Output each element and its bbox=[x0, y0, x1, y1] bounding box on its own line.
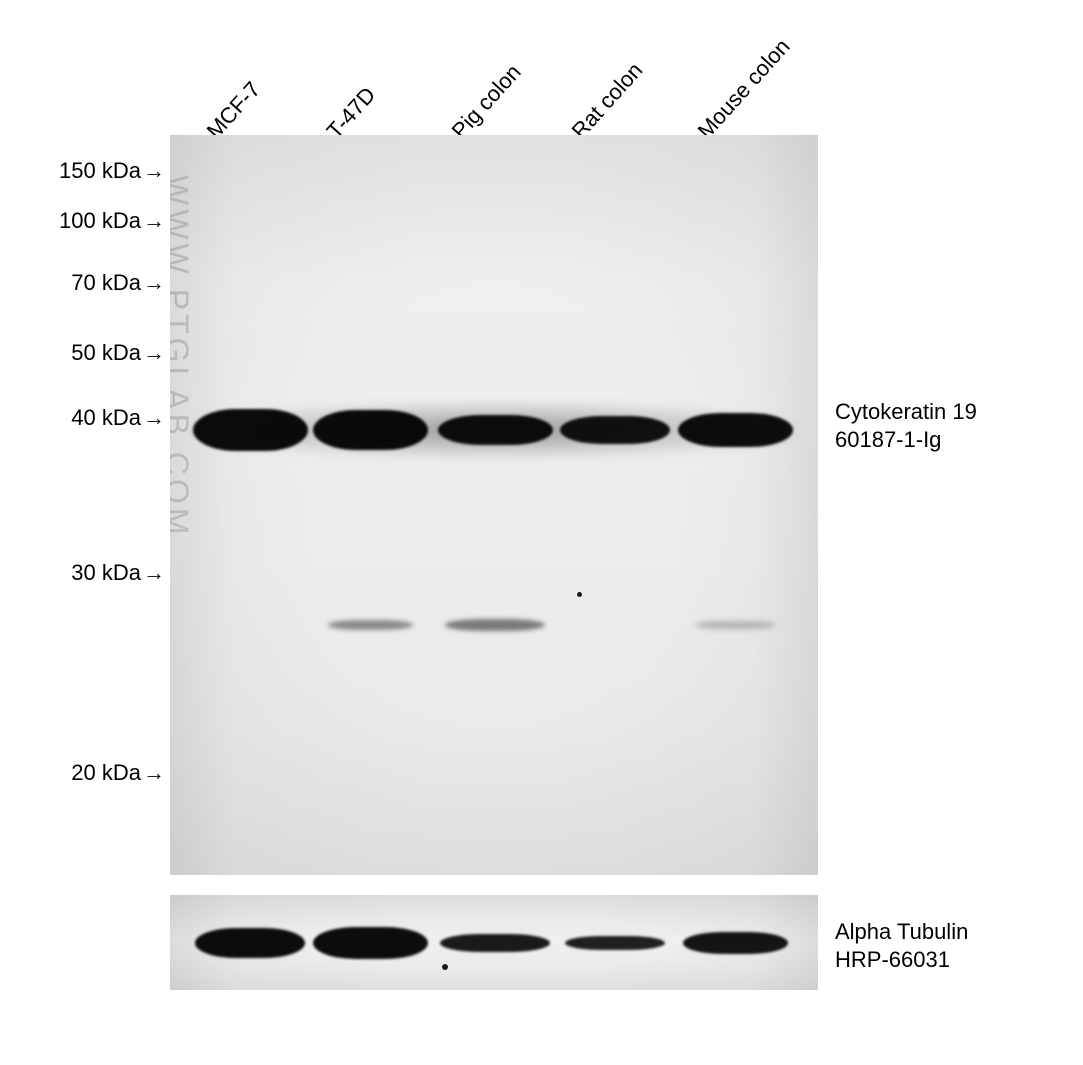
antibody-name: Alpha Tubulin bbox=[835, 918, 968, 946]
ck19-band bbox=[313, 410, 428, 450]
speck-artifact bbox=[577, 592, 582, 597]
main-antibody-label: Cytokeratin 19 60187-1-Ig bbox=[835, 398, 977, 453]
arrow-right-icon: → bbox=[143, 340, 165, 366]
mw-label: 70 kDa bbox=[71, 270, 141, 296]
faint-band bbox=[445, 619, 545, 631]
speck-artifact bbox=[442, 964, 448, 970]
lane-label: Rat colon bbox=[567, 58, 649, 144]
antibody-name: Cytokeratin 19 bbox=[835, 398, 977, 426]
catalog-number: 60187-1-Ig bbox=[835, 426, 977, 454]
panel-texture bbox=[170, 135, 818, 875]
main-blot-panel: WWW.PTGLAB.COM bbox=[170, 135, 818, 875]
lane-label: MCF-7 bbox=[202, 77, 266, 144]
lane-label: Mouse colon bbox=[693, 34, 796, 144]
arrow-right-icon: → bbox=[143, 270, 165, 296]
loading-antibody-label: Alpha Tubulin HRP-66031 bbox=[835, 918, 968, 973]
faint-band bbox=[695, 621, 775, 629]
arrow-right-icon: → bbox=[143, 760, 165, 786]
ck19-band bbox=[560, 416, 670, 444]
tubulin-band bbox=[440, 934, 550, 952]
catalog-number: HRP-66031 bbox=[835, 946, 968, 974]
tubulin-band bbox=[565, 936, 665, 950]
arrow-right-icon: → bbox=[143, 405, 165, 431]
arrow-right-icon: → bbox=[143, 158, 165, 184]
mw-label: 150 kDa bbox=[59, 158, 141, 184]
lane-labels-row: MCF-7 T-47D Pig colon Rat colon Mouse co… bbox=[0, 0, 1083, 140]
mw-label: 50 kDa bbox=[71, 340, 141, 366]
mw-label: 40 kDa bbox=[71, 405, 141, 431]
tubulin-band bbox=[683, 932, 788, 954]
ck19-band bbox=[678, 413, 793, 447]
ck19-band bbox=[438, 415, 553, 445]
ck19-band bbox=[193, 409, 308, 451]
tubulin-band bbox=[195, 928, 305, 958]
arrow-right-icon: → bbox=[143, 560, 165, 586]
mw-label: 30 kDa bbox=[71, 560, 141, 586]
loading-control-panel bbox=[170, 895, 818, 990]
arrow-right-icon: → bbox=[143, 208, 165, 234]
tubulin-band bbox=[313, 927, 428, 959]
western-blot-figure: MCF-7 T-47D Pig colon Rat colon Mouse co… bbox=[0, 0, 1083, 1065]
lane-label: Pig colon bbox=[447, 59, 527, 144]
faint-band bbox=[328, 620, 413, 630]
mw-label: 20 kDa bbox=[71, 760, 141, 786]
mw-label: 100 kDa bbox=[59, 208, 141, 234]
